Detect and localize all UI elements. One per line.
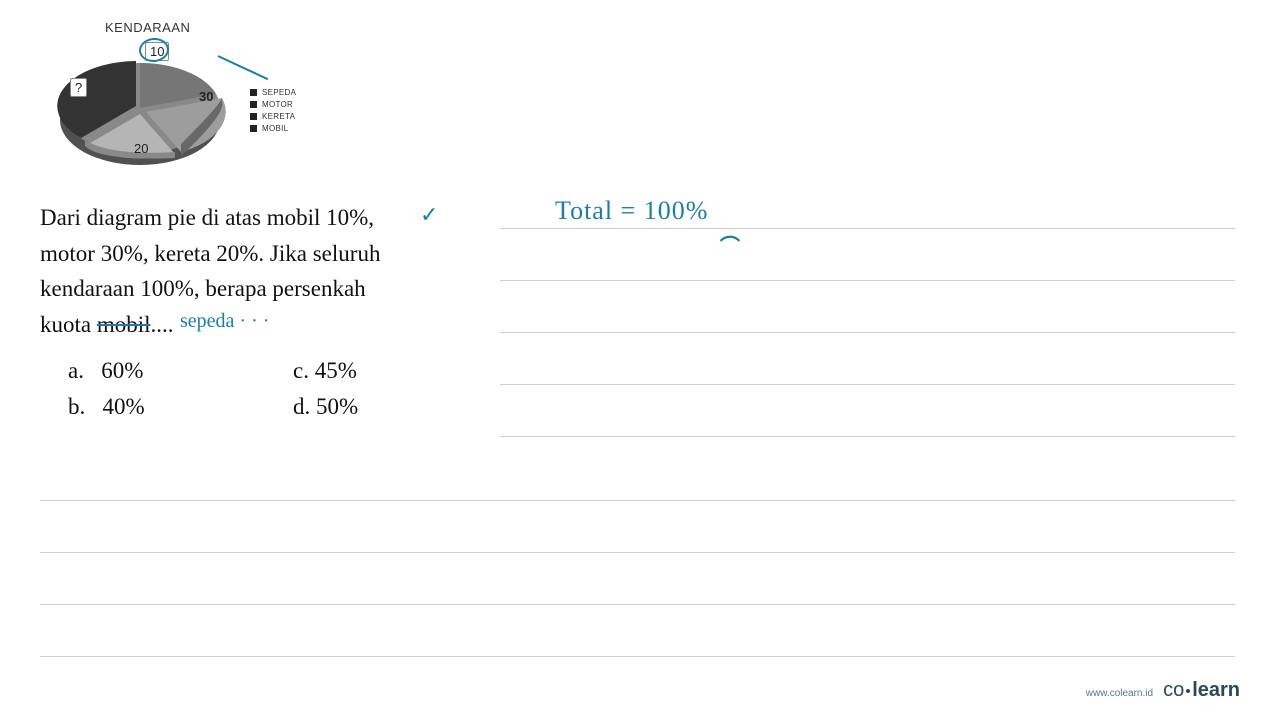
ruled-line bbox=[40, 604, 1235, 605]
ruled-line bbox=[500, 384, 1235, 385]
hand-correction: sepeda · · · bbox=[180, 310, 269, 333]
legend-swatch bbox=[250, 113, 257, 120]
legend-item: KERETA bbox=[250, 112, 296, 121]
option-row: a. 60% c. 45% bbox=[68, 353, 358, 389]
legend-swatch bbox=[250, 125, 257, 132]
ruled-line bbox=[40, 552, 1235, 553]
question-line: motor 30%, kereta 20%. Jika seluruh bbox=[40, 236, 380, 272]
legend-label: SEPEDA bbox=[262, 88, 296, 97]
question-line: kendaraan 100%, berapa persenkah bbox=[40, 271, 380, 307]
footer-url: www.colearn.id bbox=[1086, 688, 1153, 699]
logo-dot-icon bbox=[1186, 689, 1190, 693]
footer: www.colearn.id colearn bbox=[1086, 679, 1240, 702]
legend-swatch bbox=[250, 89, 257, 96]
pie-label-20: 20 bbox=[130, 140, 152, 157]
legend-item: SEPEDA bbox=[250, 88, 296, 97]
option-b: b. 40% bbox=[68, 389, 293, 425]
question-line: Dari diagram pie di atas mobil 10%, bbox=[40, 200, 380, 236]
legend-label: MOTOR bbox=[262, 100, 293, 109]
footer-logo: colearn bbox=[1163, 679, 1240, 702]
logo-co: co bbox=[1163, 679, 1184, 701]
pie-label-30: 30 bbox=[195, 88, 217, 105]
ruled-line bbox=[500, 228, 1235, 229]
option-a-value: 60% bbox=[101, 358, 143, 383]
answer-options: a. 60% c. 45% b. 40% d. 50% bbox=[68, 353, 358, 424]
legend-item: MOBIL bbox=[250, 124, 296, 133]
option-row: b. 40% d. 50% bbox=[68, 389, 358, 425]
option-c: c. 45% bbox=[293, 353, 357, 389]
legend-label: KERETA bbox=[262, 112, 295, 121]
hand-checkmark: ✓ bbox=[420, 202, 438, 228]
question-suffix: .... bbox=[151, 312, 174, 337]
pie-label-unknown: ? bbox=[70, 78, 87, 97]
logo-learn: learn bbox=[1192, 679, 1240, 701]
ruled-line bbox=[500, 436, 1235, 437]
pie-title: KENDARAAN bbox=[105, 20, 190, 35]
pie-legend: SEPEDA MOTOR KERETA MOBIL bbox=[250, 88, 296, 136]
option-d-value: 50% bbox=[316, 394, 358, 419]
struck-word: mobil bbox=[97, 312, 151, 337]
pie-chart: ? 10 30 20 bbox=[40, 40, 240, 180]
ruled-line bbox=[500, 332, 1235, 333]
pie-svg bbox=[40, 40, 240, 180]
option-c-value: 45% bbox=[315, 358, 357, 383]
option-b-value: 40% bbox=[103, 394, 145, 419]
legend-label: MOBIL bbox=[262, 124, 288, 133]
hand-total: Total = 100% bbox=[555, 196, 708, 226]
hand-underline: ⌒ bbox=[720, 230, 737, 259]
ruled-line bbox=[500, 280, 1235, 281]
option-d: d. 50% bbox=[293, 389, 358, 425]
ruled-line bbox=[40, 656, 1235, 657]
question-prefix: kuota bbox=[40, 312, 97, 337]
option-a: a. 60% bbox=[68, 353, 293, 389]
page: KENDARAAN ? 10 30 20 SEPEDA MOTOR KERETA… bbox=[0, 0, 1280, 720]
legend-swatch bbox=[250, 101, 257, 108]
legend-item: MOTOR bbox=[250, 100, 296, 109]
ruled-line bbox=[40, 500, 1235, 501]
